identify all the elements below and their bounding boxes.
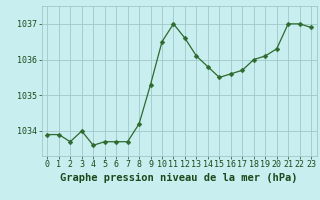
X-axis label: Graphe pression niveau de la mer (hPa): Graphe pression niveau de la mer (hPa) [60, 173, 298, 183]
